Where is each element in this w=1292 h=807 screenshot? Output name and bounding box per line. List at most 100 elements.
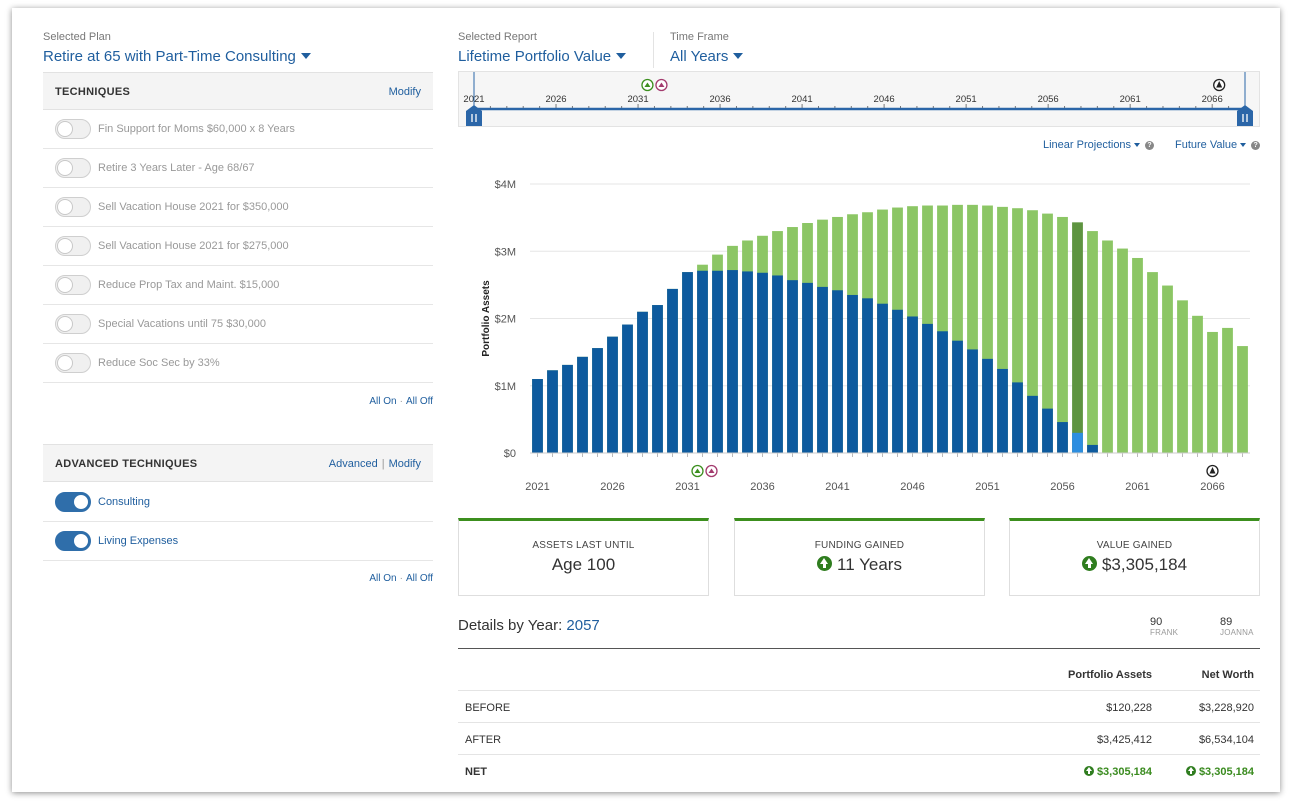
bar-with-techniques[interactable] <box>1012 208 1023 453</box>
bar-with-techniques[interactable] <box>997 206 1008 453</box>
bar-with-techniques[interactable] <box>1162 285 1173 453</box>
bar-base[interactable] <box>1072 432 1083 453</box>
technique-toggle[interactable] <box>55 119 91 139</box>
end-of-plan-icon[interactable] <box>1213 78 1226 92</box>
bar-with-techniques[interactable] <box>1147 272 1158 453</box>
bar-base[interactable] <box>1087 444 1098 453</box>
bar-base[interactable] <box>637 311 648 453</box>
plan-dropdown[interactable]: Retire at 65 with Part-Time Consulting <box>43 48 311 65</box>
future-value-dropdown[interactable]: Future Value? <box>1175 139 1261 151</box>
bar-base[interactable] <box>652 305 663 453</box>
bar-base[interactable] <box>532 379 543 453</box>
techniques-modify-link[interactable]: Modify <box>388 86 421 98</box>
bar-base[interactable] <box>682 272 693 453</box>
technique-toggle[interactable] <box>55 353 91 373</box>
report-dropdown[interactable]: Lifetime Portfolio Value <box>458 48 627 65</box>
bar-with-techniques[interactable] <box>1042 213 1053 453</box>
bar-base[interactable] <box>697 270 708 453</box>
technique-label: Reduce Soc Sec by 33% <box>98 357 220 369</box>
retirement-spouse-event-icon[interactable] <box>655 78 668 92</box>
help-icon[interactable]: ? <box>1145 140 1155 150</box>
bar-with-techniques[interactable] <box>1027 210 1038 453</box>
bar-base[interactable] <box>727 270 738 453</box>
bar-base[interactable] <box>1027 395 1038 453</box>
bar-with-techniques[interactable] <box>1132 257 1143 453</box>
toggle-knob <box>57 238 73 254</box>
bar-with-techniques[interactable] <box>1237 346 1248 453</box>
bar-with-techniques[interactable] <box>1117 248 1128 453</box>
bar-base[interactable] <box>817 286 828 453</box>
bar-base[interactable] <box>622 324 633 453</box>
retirement-event-icon[interactable] <box>691 464 704 478</box>
bar-base[interactable] <box>562 364 573 453</box>
bar-base[interactable] <box>982 358 993 453</box>
bar-base[interactable] <box>1057 422 1068 453</box>
bar-with-techniques[interactable] <box>1222 327 1233 453</box>
bar-base[interactable] <box>937 331 948 453</box>
bar-with-techniques[interactable] <box>1177 300 1188 453</box>
technique-toggle[interactable] <box>55 158 91 178</box>
bar-base[interactable] <box>952 340 963 453</box>
all-on-link[interactable]: All On <box>369 396 397 407</box>
bar-base[interactable] <box>997 368 1008 453</box>
bar-base[interactable] <box>862 298 873 453</box>
bar-with-techniques[interactable] <box>952 204 963 453</box>
bar-with-techniques[interactable] <box>1192 315 1203 453</box>
advanced-technique-label[interactable]: Consulting <box>98 496 150 508</box>
bar-with-techniques[interactable] <box>1072 222 1083 453</box>
all-off-link[interactable]: All Off <box>405 573 433 584</box>
bar-with-techniques[interactable] <box>1207 331 1218 453</box>
all-off-link[interactable]: All Off <box>405 396 433 407</box>
bar-with-techniques[interactable] <box>1087 231 1098 453</box>
bar-base[interactable] <box>1012 382 1023 453</box>
x-tick-label: 2046 <box>900 481 924 493</box>
bar-base[interactable] <box>802 282 813 453</box>
bar-base[interactable] <box>577 356 588 453</box>
bar-base[interactable] <box>772 275 783 453</box>
technique-toggle[interactable] <box>55 236 91 256</box>
details-year-link[interactable]: 2057 <box>566 617 600 634</box>
bar-base[interactable] <box>907 316 918 453</box>
bar-base[interactable] <box>742 271 753 453</box>
bar-base[interactable] <box>592 348 603 453</box>
linear-projections-dropdown[interactable]: Linear Projections? <box>1043 139 1155 151</box>
technique-toggle[interactable] <box>55 197 91 217</box>
toggle-knob <box>57 121 73 137</box>
technique-toggle[interactable] <box>55 275 91 295</box>
bar-base[interactable] <box>877 303 888 453</box>
advanced-modify-link[interactable]: Modify <box>388 458 421 470</box>
timeline-start-handle[interactable] <box>466 105 482 126</box>
timeline-slider[interactable]: 2021 2026 2031 2036 2041 2046 2051 2056 2061 2066 <box>458 71 1260 127</box>
help-icon[interactable]: ? <box>1251 140 1261 150</box>
bar-base[interactable] <box>607 336 618 453</box>
bar-with-techniques[interactable] <box>967 204 978 453</box>
bar-base[interactable] <box>832 290 843 453</box>
bar-with-techniques[interactable] <box>982 205 993 453</box>
row-label: BEFORE <box>465 702 511 714</box>
retirement-event-icon[interactable] <box>641 78 654 92</box>
advanced-link[interactable]: Advanced <box>328 458 378 470</box>
bar-with-techniques[interactable] <box>937 205 948 453</box>
bar-base[interactable] <box>712 270 723 453</box>
bar-base[interactable] <box>847 294 858 453</box>
bar-with-techniques[interactable] <box>1102 240 1113 453</box>
end-of-plan-icon[interactable] <box>1206 464 1219 478</box>
time-frame-dropdown[interactable]: All Years <box>670 48 744 65</box>
bar-base[interactable] <box>922 323 933 453</box>
bar-base[interactable] <box>667 288 678 453</box>
advanced-technique-toggle[interactable] <box>55 492 91 512</box>
bar-base[interactable] <box>1042 408 1053 453</box>
bar-base[interactable] <box>787 280 798 453</box>
technique-row: Special Vacations until 75 $30,000 <box>43 305 433 344</box>
advanced-technique-label[interactable]: Living Expenses <box>98 535 179 547</box>
bar-base[interactable] <box>757 272 768 453</box>
timeline-end-handle[interactable] <box>1237 105 1253 126</box>
retirement-spouse-event-icon[interactable] <box>705 464 718 478</box>
bar-base[interactable] <box>892 309 903 453</box>
bar-base[interactable] <box>547 370 558 453</box>
technique-toggle[interactable] <box>55 314 91 334</box>
bar-with-techniques[interactable] <box>1057 216 1068 453</box>
advanced-technique-toggle[interactable] <box>55 531 91 551</box>
all-on-link[interactable]: All On <box>369 573 397 584</box>
bar-base[interactable] <box>967 349 978 453</box>
